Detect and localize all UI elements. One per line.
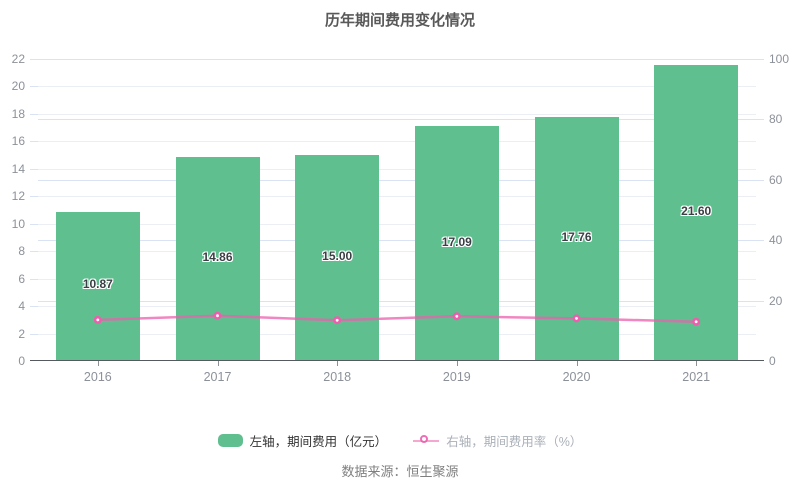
y-left-tick — [30, 141, 38, 143]
bar-2016: 10.87 — [55, 211, 140, 361]
gridline-left — [38, 141, 756, 143]
x-axis-tick — [456, 361, 458, 366]
gridline-left — [38, 113, 756, 115]
gridline-left — [38, 251, 756, 253]
y-left-tick-label: 8 — [18, 244, 25, 259]
bar-value-label: 21.60 — [681, 203, 712, 218]
gridline-right — [38, 179, 756, 181]
y-right-tick-label: 40 — [769, 233, 783, 248]
chart-title: 历年期间费用变化情况 — [324, 12, 475, 29]
y-right-tick-label: 100 — [769, 52, 790, 66]
bar-value-label: 17.09 — [441, 234, 472, 249]
bar-2020: 17.76 — [534, 117, 619, 361]
rate-line-series — [93, 311, 701, 326]
x-axis-tick — [576, 361, 578, 366]
bar-value-label: 15.00 — [322, 249, 353, 264]
bar-value-label: 10.87 — [82, 277, 113, 292]
bar-series-swatch-icon — [217, 434, 243, 447]
gridline-left — [38, 278, 756, 280]
bar-2018: 15.00 — [295, 155, 380, 361]
x-axis-line — [30, 360, 764, 361]
y-left-tick — [30, 168, 38, 170]
bar-2017: 14.86 — [175, 157, 260, 361]
gridline-left — [38, 196, 756, 198]
line-series-marker-icon — [413, 434, 440, 448]
y-left-tick-label: 4 — [18, 299, 25, 314]
legend-item-line-series[interactable]: 右轴，期间费用率（%） — [413, 431, 582, 450]
legend-line-label: 右轴，期间费用率（%） — [446, 435, 583, 449]
y-left-tick — [30, 306, 38, 308]
y-left-tick-label: 10 — [11, 216, 25, 231]
legend-bar-label: 左轴，期间费用（亿元） — [249, 435, 388, 449]
y-right-tick — [756, 300, 764, 302]
x-tick-label: 2016 — [83, 370, 112, 384]
legend: 左轴，期间费用（亿元） 右轴，期间费用率（%） — [0, 431, 800, 450]
y-right-tick — [756, 240, 764, 242]
y-right-tick — [756, 59, 764, 60]
y-left-tick — [30, 278, 38, 280]
bar-value-label: 17.76 — [561, 230, 592, 245]
gridline-left — [38, 86, 756, 88]
y-left-tick-label: 18 — [11, 106, 25, 121]
y-left-tick — [30, 223, 38, 225]
plot-area: 0 2 4 6 8 10 12 14 16 18 20 22 0 20 40 60 80 100 10.87 2016… — [12, 52, 789, 384]
y-right-tick-label: 0 — [769, 354, 776, 368]
y-left-tick — [30, 333, 38, 335]
y-left-tick — [30, 196, 38, 198]
bar-2021: 21.60 — [654, 64, 739, 361]
y-left-tick — [30, 86, 38, 88]
x-axis-tick — [337, 361, 339, 366]
bar-2019: 17.09 — [414, 126, 499, 361]
y-left-tick-label: 0 — [18, 354, 25, 368]
y-left-tick-label: 20 — [11, 79, 25, 94]
y-left-tick — [30, 251, 38, 253]
y-right-tick — [756, 179, 764, 181]
x-axis-tick — [97, 361, 99, 366]
data-source-text: 数据来源：恒生聚源 — [341, 464, 459, 479]
y-right-tick-label: 80 — [769, 112, 783, 127]
gridline-left — [38, 168, 756, 170]
gridline-right — [38, 300, 756, 302]
x-axis-tick — [696, 361, 698, 366]
y-right-tick-label: 60 — [769, 172, 783, 187]
gridline-left — [38, 333, 756, 335]
y-left-tick — [30, 59, 38, 60]
y-left-tick-label: 6 — [18, 271, 25, 286]
y-left-tick — [30, 113, 38, 115]
y-left-tick-label: 2 — [18, 326, 25, 341]
legend-item-bar-series[interactable]: 左轴，期间费用（亿元） — [217, 431, 388, 450]
gridline-right — [38, 240, 756, 242]
gridline-right — [38, 59, 756, 60]
x-tick-label: 2019 — [442, 370, 471, 384]
y-left-tick-label: 22 — [11, 52, 25, 66]
gridline-left — [38, 223, 756, 225]
bar-value-label: 14.86 — [202, 250, 233, 264]
y-left-tick-label: 14 — [11, 161, 25, 176]
y-right-tick — [756, 119, 764, 121]
x-tick-label: 2018 — [323, 370, 352, 384]
y-left-tick-label: 16 — [11, 134, 25, 149]
x-tick-label: 2021 — [682, 370, 711, 384]
gridline-left — [38, 306, 756, 308]
x-tick-label: 2020 — [562, 370, 591, 384]
y-left-tick-label: 12 — [11, 189, 25, 204]
x-axis-tick — [217, 361, 219, 366]
x-tick-label: 2017 — [203, 370, 232, 384]
y-right-tick-label: 20 — [769, 293, 783, 308]
gridline-right — [38, 119, 756, 121]
